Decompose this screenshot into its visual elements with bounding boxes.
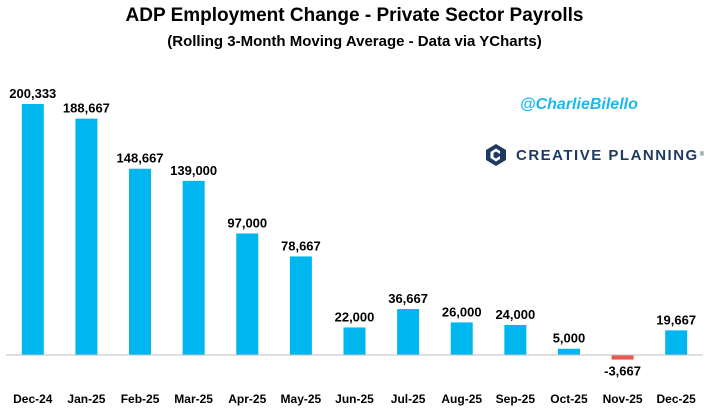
x-tick-label-Dec-25: Dec-25 xyxy=(657,392,697,406)
data-label-Jan-25: 188,667 xyxy=(63,101,110,116)
x-tick-label-Oct-25: Oct-25 xyxy=(550,392,588,406)
chart-title: ADP Employment Change - Private Sector P… xyxy=(125,5,584,26)
x-tick-label-Apr-25: Apr-25 xyxy=(228,392,266,406)
creative-planning-logo-icon xyxy=(486,144,506,166)
data-label-Jul-25: 36,667 xyxy=(388,291,428,306)
bar-Mar-25 xyxy=(182,180,205,355)
x-tick-label-Sep-25: Sep-25 xyxy=(496,392,536,406)
data-label-May-25: 78,667 xyxy=(281,238,321,253)
bar-Dec-25 xyxy=(665,330,688,355)
bar-Jul-25 xyxy=(397,309,420,355)
x-tick-label-Mar-25: Mar-25 xyxy=(174,392,213,406)
data-label-Aug-25: 26,000 xyxy=(442,304,482,319)
bar-Apr-25 xyxy=(236,233,259,355)
x-tick-label-Jul-25: Jul-25 xyxy=(391,392,426,406)
x-tick-label-Jun-25: Jun-25 xyxy=(335,392,374,406)
x-tick-label-Feb-25: Feb-25 xyxy=(121,392,160,406)
brand-name: CREATIVE PLANNING xyxy=(516,146,699,164)
data-label-Feb-25: 148,667 xyxy=(117,151,164,166)
bar-Jan-25 xyxy=(75,118,98,356)
bar-Jun-25 xyxy=(343,327,366,355)
data-label-Dec-24: 200,333 xyxy=(9,86,56,101)
author-handle: @CharlieBilello xyxy=(520,96,638,113)
bar-Dec-24 xyxy=(21,104,44,355)
x-tick-label-May-25: May-25 xyxy=(281,392,322,406)
data-label-Apr-25: 97,000 xyxy=(227,215,267,230)
x-tick-label-Nov-25: Nov-25 xyxy=(603,392,643,406)
x-tick-label-Dec-24: Dec-24 xyxy=(13,392,53,406)
bar-Feb-25 xyxy=(129,168,152,355)
data-label-Sep-25: 24,000 xyxy=(495,307,535,322)
bar-Aug-25 xyxy=(450,322,473,355)
x-tick-label-Jan-25: Jan-25 xyxy=(67,392,105,406)
bar-Nov-25 xyxy=(611,355,634,360)
data-label-Oct-25: 5,000 xyxy=(553,331,586,346)
data-label-Mar-25: 139,000 xyxy=(170,163,217,178)
chart-subtitle: (Rolling 3-Month Moving Average - Data v… xyxy=(167,33,542,50)
data-label-Nov-25: -3,667 xyxy=(604,364,641,379)
bar-May-25 xyxy=(289,256,312,355)
brand-logo: CREATIVE PLANNING ® xyxy=(484,143,704,167)
bar-Oct-25 xyxy=(557,348,580,355)
brand-trademark: ® xyxy=(699,152,705,158)
x-tick-label-Aug-25: Aug-25 xyxy=(441,392,482,406)
bar-Sep-25 xyxy=(504,324,527,355)
data-label-Dec-25: 19,667 xyxy=(656,312,696,327)
data-label-Jun-25: 22,000 xyxy=(335,309,375,324)
